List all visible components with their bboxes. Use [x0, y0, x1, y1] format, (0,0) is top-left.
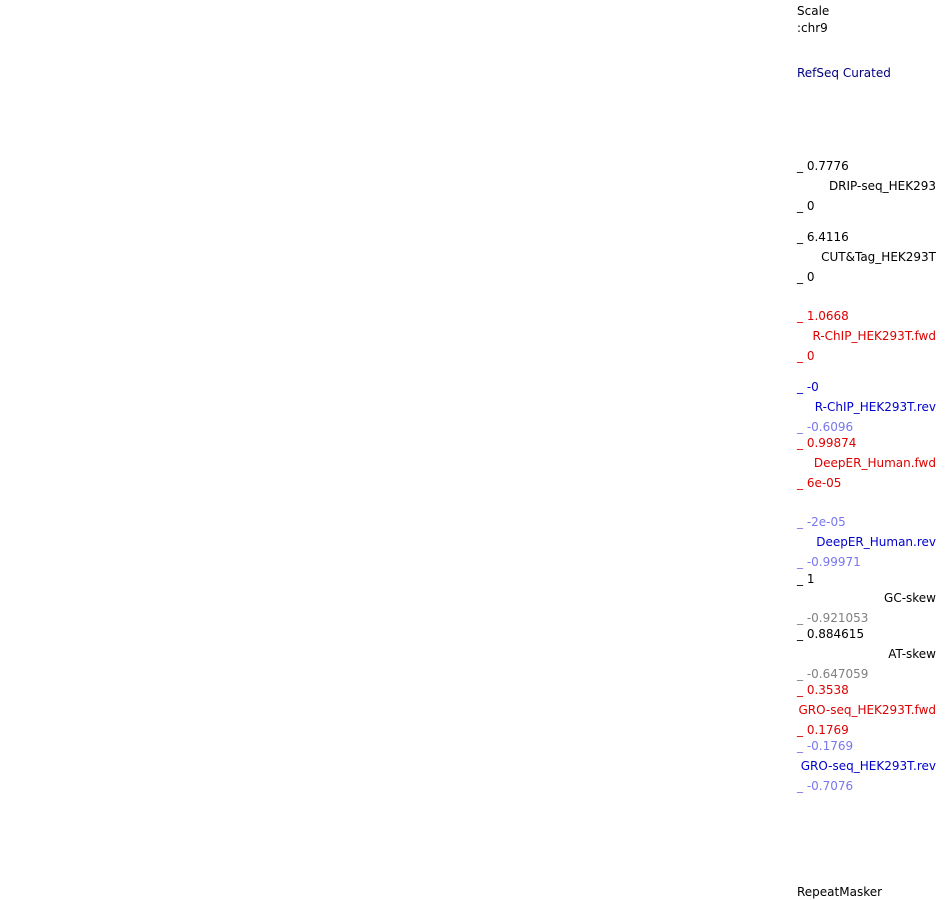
rchip-fwd-max-value: _ 1.0668: [797, 309, 849, 323]
gro-fwd-track-label[interactable]: GRO-seq_HEK293T.fwd: [798, 703, 936, 717]
chromosome-label[interactable]: :chr9: [797, 21, 828, 35]
rchip-rev-min-value: _ -0.6096: [797, 420, 854, 434]
gro-fwd-min-value: _ 0.1769: [797, 723, 849, 737]
gro-rev-track-label[interactable]: GRO-seq_HEK293T.rev: [800, 759, 936, 773]
deeper-rev-min-value: _ -0.99971: [797, 555, 861, 569]
deeper-fwd-track-label[interactable]: DeepER_Human.fwd: [813, 456, 936, 470]
drip-seq-track-label[interactable]: DRIP-seq_HEK293: [828, 179, 936, 193]
scale-label[interactable]: Scale: [797, 4, 830, 18]
gro-rev-min-value: _ -0.7076: [797, 779, 854, 793]
deeper-fwd-min-value: _ 6e-05: [797, 476, 842, 490]
gc-skew-max-value: _ 1: [797, 572, 815, 586]
drip-seq-min-value: _ 0: [797, 199, 815, 213]
at-skew-track-label[interactable]: AT-skew: [888, 647, 936, 661]
refseq-curated-track-label[interactable]: RefSeq Curated: [797, 66, 891, 80]
rchip-fwd-track-label[interactable]: R-ChIP_HEK293T.fwd: [812, 329, 937, 343]
at-skew-max-value: _ 0.884615: [797, 627, 865, 641]
cut-tag-max-value: _ 6.4116: [797, 230, 849, 244]
rchip-rev-track-label[interactable]: R-ChIP_HEK293T.rev: [814, 400, 936, 414]
gc-skew-track-label[interactable]: GC-skew: [884, 591, 936, 605]
gc-skew-min-value: _ -0.921053: [797, 611, 869, 625]
cut-tag-min-value: _ 0: [797, 270, 815, 284]
drip-seq-max-value: _ 0.7776: [797, 159, 849, 173]
cut-tag-track-label[interactable]: CUT&Tag_HEK293T: [821, 250, 936, 264]
gro-rev-max-value: _ -0.1769: [797, 739, 854, 753]
deeper-rev-track-label[interactable]: DeepER_Human.rev: [816, 535, 936, 549]
rchip-rev-max-value: _ -0: [797, 380, 819, 394]
deeper-fwd-max-value: _ 0.99874: [797, 436, 857, 450]
at-skew-min-value: _ -0.647059: [797, 667, 869, 681]
deeper-rev-max-value: _ -2e-05: [797, 515, 846, 529]
track-label-column: Scale :chr9 RefSeq Curated _ 0.7776 DRIP…: [790, 0, 940, 900]
repeatmasker-track-label[interactable]: RepeatMasker: [797, 885, 883, 899]
gro-fwd-max-value: _ 0.3538: [797, 683, 849, 697]
rchip-fwd-min-value: _ 0: [797, 349, 815, 363]
